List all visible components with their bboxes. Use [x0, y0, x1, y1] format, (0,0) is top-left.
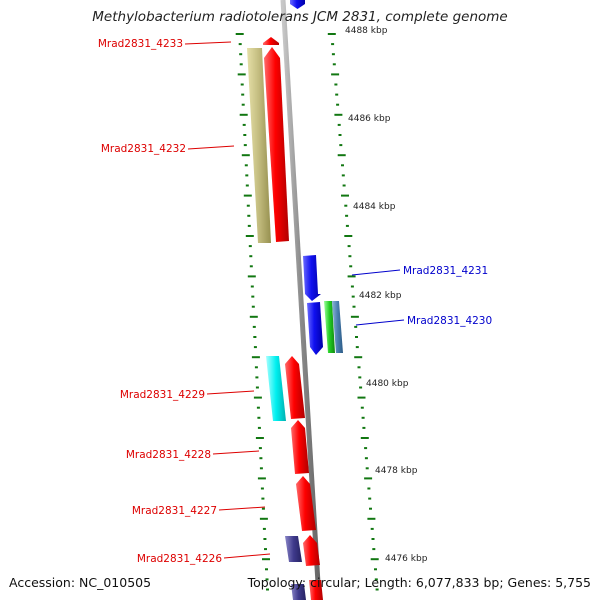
gene-feature-4231	[303, 255, 321, 301]
gene-label-4226: Mrad2831_4226	[137, 553, 222, 565]
leader-4228	[212, 450, 260, 455]
gene-label-4233: Mrad2831_4233	[98, 38, 183, 50]
label-leaders	[184, 41, 405, 559]
gene-feature-4226-band	[285, 536, 302, 562]
accession-text: Accession: NC_010505	[9, 575, 152, 590]
gene-label-4231: Mrad2831_4231	[403, 265, 488, 277]
gene-feature-4229	[285, 356, 305, 419]
gene-label-4230: Mrad2831_4230	[407, 315, 492, 327]
gene-label-4228: Mrad2831_4228	[126, 449, 211, 461]
gene-features	[247, 0, 343, 600]
gene-feature-4232	[264, 47, 289, 242]
tick-marks	[235, 33, 379, 591]
gene-feature-4230	[307, 302, 323, 355]
gene-label-4232: Mrad2831_4232	[101, 143, 186, 155]
leader-4227	[218, 506, 266, 511]
gene-feature-4229-band	[266, 356, 286, 421]
leader-4231	[351, 269, 401, 276]
gene-feature-4228	[291, 420, 309, 474]
tick-label-4482: 4482 kbp	[359, 291, 402, 301]
topology-text: Topology: circular; Length: 6,077,833 bp…	[247, 575, 591, 590]
tick-labels: 4488 kbp 4486 kbp 4484 kbp 4482 kbp 4480…	[345, 26, 428, 564]
gene-feature-top-partial	[290, 0, 305, 9]
page-title: Methylobacterium radiotolerans JCM 2831,…	[92, 9, 508, 25]
leader-4230	[355, 319, 405, 326]
gene-feature-4227	[296, 476, 316, 531]
leader-4226	[223, 553, 271, 559]
tick-label-4478: 4478 kbp	[375, 466, 418, 476]
gene-label-4229: Mrad2831_4229	[120, 389, 205, 401]
leader-4229	[206, 390, 255, 395]
gene-feature-4233	[263, 37, 279, 45]
gene-feature-4232-band	[247, 48, 271, 243]
gene-feature-4230-band-steel	[332, 301, 343, 353]
gene-feature-bottom-partial-red	[309, 580, 323, 600]
leader-4232	[187, 145, 235, 150]
tick-label-4488: 4488 kbp	[345, 26, 388, 36]
tick-label-4484: 4484 kbp	[353, 202, 396, 212]
genome-backbone	[280, 0, 322, 600]
gene-feature-4226	[303, 535, 320, 566]
gene-feature-4230-band-green	[324, 301, 335, 353]
gene-labels: Mrad2831_4233 Mrad2831_4232 Mrad2831_423…	[98, 38, 492, 565]
gene-label-4227: Mrad2831_4227	[132, 505, 217, 517]
gene-feature-bottom-partial-navy	[291, 584, 306, 600]
tick-label-4486: 4486 kbp	[348, 114, 391, 124]
leader-4233	[184, 41, 232, 45]
tick-label-4476: 4476 kbp	[385, 554, 428, 564]
tick-label-4480: 4480 kbp	[366, 379, 409, 389]
